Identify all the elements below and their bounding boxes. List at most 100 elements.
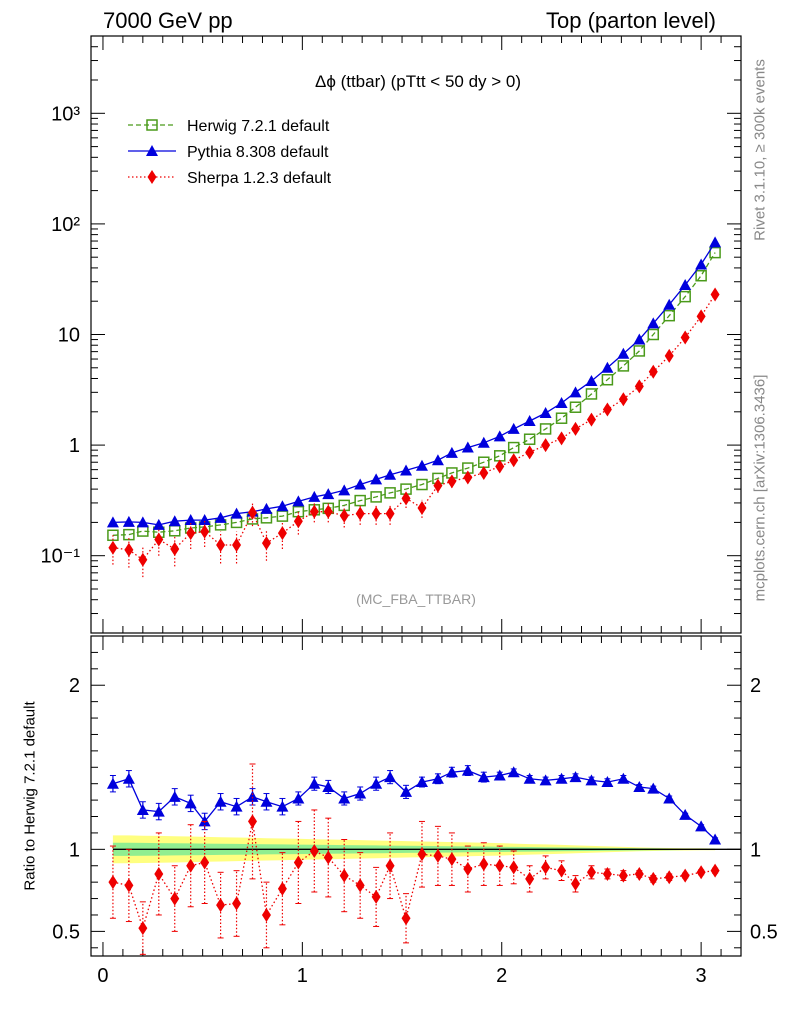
data-point [679,279,692,291]
data-point [709,236,722,248]
data-point [585,388,598,400]
ratio-data-point [355,878,365,893]
data-point [709,246,721,259]
ratio-data-point [523,772,536,784]
ratio-data-point [555,772,568,784]
ratio-panel: 0 1 2 3 0.5 0.5 1 1 2 2 [52,635,778,987]
data-point [617,360,630,372]
ratio-data-point [541,860,551,875]
data-point [663,298,676,310]
ratio-data-point [260,795,273,807]
ratio-data-point [679,808,692,820]
ratio-data-point [384,771,397,783]
y-tick-label: 10² [51,214,80,236]
data-point [569,401,582,413]
data-point [602,402,612,417]
ratio-data-point [695,820,708,832]
ratio-data-point [445,766,458,778]
energy-label: 7000 GeV pp [103,8,233,33]
data-point [571,421,581,436]
ratio-data-point [477,771,490,783]
data-point [541,438,551,453]
ratio-data-point [415,776,428,788]
ratio-data-point [338,792,351,804]
ratio-data-point [709,833,722,845]
data-point [136,516,149,528]
ratio-y-tick-label-right: 2 [750,675,761,697]
ratio-data-point [322,780,335,792]
x-tick-label: 0 [97,965,108,987]
data-point [569,386,582,398]
x-tick-label: 3 [696,965,707,987]
ratio-data-point [292,792,305,804]
ratio-data-point [122,772,135,784]
ratio-data-point [617,772,630,784]
data-point [479,465,489,480]
ratio-data-point [401,911,411,926]
ratio-data-point [154,866,164,881]
data-point [679,290,691,303]
data-point [634,379,644,394]
data-point [695,258,708,270]
data-point [186,526,196,541]
data-point [601,373,614,386]
ratio-data-point [323,850,333,865]
data-point [354,494,366,507]
legend-label: Sherpa 1.2.3 default [187,170,332,187]
legend-label: Herwig 7.2.1 default [187,118,330,135]
ratio-data-point [602,866,612,881]
main-panel: 10⁻¹ 1 10 10² 10³ Δϕ (ttbar) (pTtt < 50 dy > … [41,35,742,634]
data-point [277,526,287,541]
ratio-data-point [400,785,413,797]
data-point [523,415,536,427]
data-point [198,514,211,526]
data-point [384,468,397,480]
ratio-data-point [648,871,658,886]
data-point [431,454,444,466]
ratio-data-point [339,868,349,883]
data-point [308,490,321,502]
data-point [525,445,535,460]
data-point [523,433,536,445]
ratio-data-point [696,865,706,880]
ratio-data-point [276,800,289,812]
ratio-y-tick-label: 2 [69,675,80,697]
legend-label: Pythia 8.308 default [187,144,329,161]
ratio-data-point [493,769,506,781]
ratio-data-point [417,847,427,862]
data-point [477,436,490,448]
ratio-y-tick-label: 0.5 [52,921,80,943]
ratio-data-point [495,858,505,873]
data-point [323,504,333,519]
data-point [260,502,273,514]
data-point [123,528,135,541]
ratio-data-point [585,774,598,786]
data-point [200,524,210,539]
ratio-data-point [618,868,628,883]
ratio-data-point [370,777,383,789]
ratio-ylabel: Ratio to Herwig 7.2.1 default [21,701,39,891]
series-line [112,242,716,526]
ratio-data-point [664,870,674,885]
ratio-data-point [277,881,287,896]
ratio-data-point [124,878,134,893]
ratio-data-point [710,863,720,878]
ratio-data-point [634,866,644,881]
data-point [586,412,596,427]
data-point [417,500,427,515]
data-point [232,537,242,552]
series-line [112,252,716,536]
data-point [401,491,411,506]
ratio-series-line [112,769,716,840]
data-point [507,422,520,434]
data-point [618,392,628,407]
ratio-data-point [461,764,474,776]
ratio-data-point [569,771,582,783]
data-point [292,495,305,507]
legend-marker [146,145,158,156]
data-point [647,328,660,341]
ratio-data-point [152,805,165,817]
ratio-data-point [586,865,596,880]
ratio-data-point [108,875,118,890]
